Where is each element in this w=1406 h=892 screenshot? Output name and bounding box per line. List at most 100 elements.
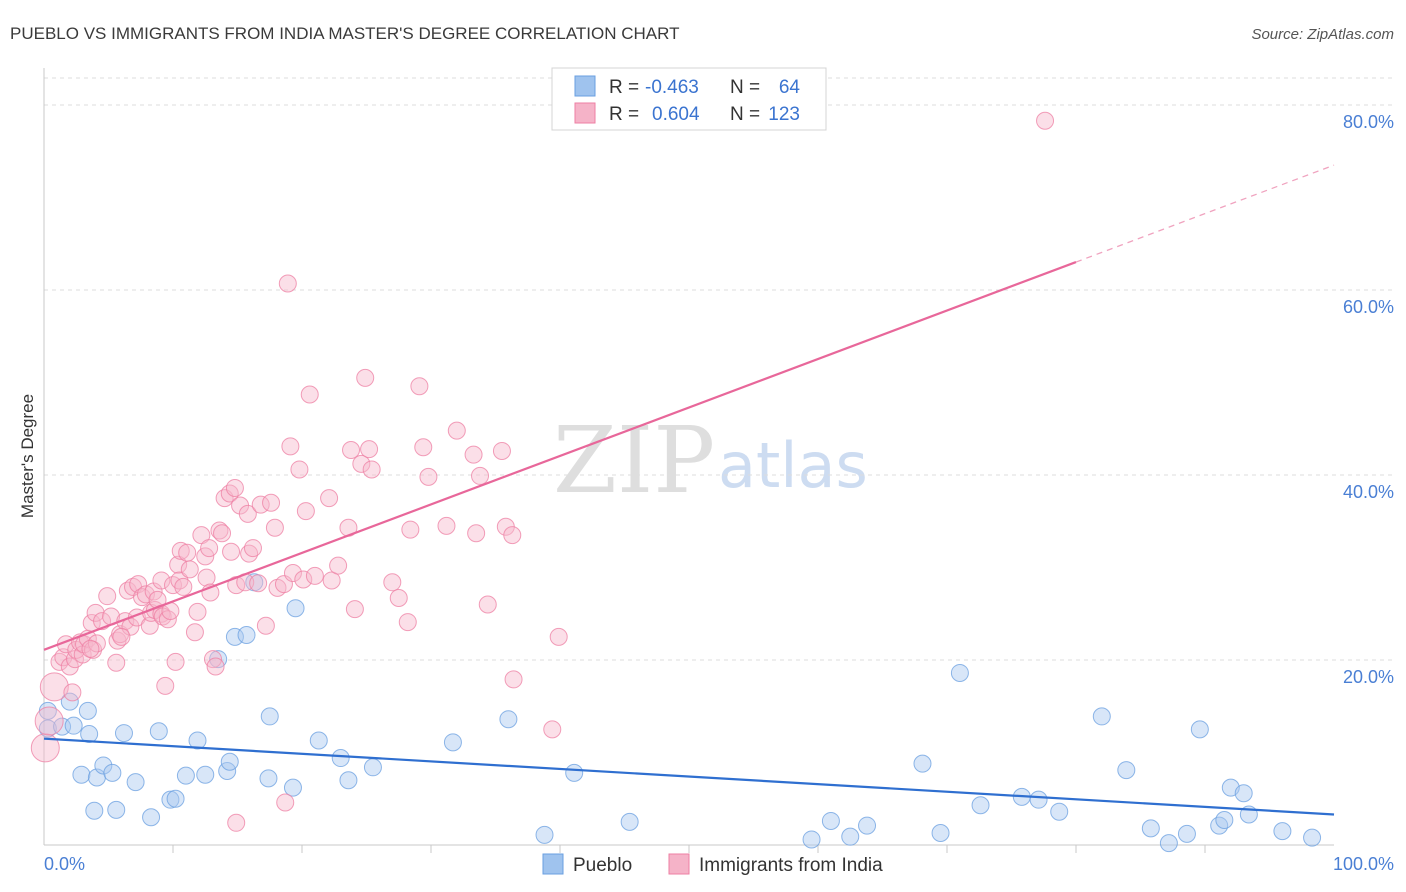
data-point — [206, 657, 225, 676]
y-tick-labels: 20.0% 40.0% 60.0% 80.0% — [1343, 112, 1394, 687]
data-point — [142, 808, 161, 827]
legend-bottom: Pueblo Immigrants from India — [542, 853, 883, 876]
data-point — [1177, 824, 1196, 843]
bottom-legend-label-india: Immigrants from India — [699, 855, 883, 876]
data-point — [363, 758, 382, 777]
data-point — [464, 445, 483, 464]
data-point — [471, 466, 490, 485]
data-point — [98, 587, 117, 606]
chart-source: Source: ZipAtlas.com — [1251, 26, 1394, 43]
trend-lines — [43, 164, 1335, 816]
data-point — [81, 639, 100, 658]
data-point — [389, 589, 408, 608]
data-point — [220, 484, 239, 503]
data-points — [30, 111, 1322, 853]
data-point — [821, 811, 840, 830]
data-point — [265, 518, 284, 537]
data-point — [283, 778, 302, 797]
data-point — [196, 547, 215, 566]
legend-n-value-pueblo: 64 — [779, 77, 801, 98]
y-tick-label: 80.0% — [1343, 112, 1394, 132]
data-point — [180, 560, 199, 579]
data-point — [543, 720, 562, 739]
data-point — [185, 623, 204, 642]
data-point — [492, 441, 511, 460]
data-point — [1029, 790, 1048, 809]
data-point — [339, 771, 358, 790]
legend-swatch-india — [574, 102, 596, 124]
data-point — [305, 566, 324, 585]
data-point — [72, 765, 91, 784]
data-point — [950, 663, 969, 682]
data-point — [294, 570, 313, 589]
data-point — [188, 731, 207, 750]
data-point — [437, 516, 456, 535]
data-point — [504, 670, 523, 689]
data-point — [281, 437, 300, 456]
data-point — [171, 541, 190, 560]
data-point — [1141, 819, 1160, 838]
data-point — [296, 502, 315, 521]
data-point — [1050, 802, 1069, 821]
data-point — [401, 520, 420, 539]
data-point — [80, 725, 99, 743]
legend-r-value-pueblo: -0.463 — [645, 77, 699, 98]
bottom-legend-swatch-india — [668, 853, 690, 875]
data-point — [1092, 707, 1111, 726]
series-india-points — [30, 111, 1055, 832]
watermark: ZIP atlas — [553, 407, 868, 514]
data-point — [300, 385, 319, 404]
data-point — [259, 769, 278, 788]
data-point — [1234, 784, 1253, 803]
legend-n-value-india: 123 — [768, 104, 800, 125]
legend-box — [551, 67, 827, 131]
data-point — [210, 521, 229, 540]
data-point — [913, 754, 932, 773]
data-point — [419, 467, 438, 486]
data-point — [260, 707, 279, 726]
x-tick-labels: 0.0% 100.0% — [44, 854, 1394, 874]
data-point — [841, 827, 860, 846]
bottom-legend-swatch-pueblo — [542, 853, 564, 875]
data-point — [161, 790, 180, 809]
data-point — [1117, 761, 1136, 780]
data-point — [197, 568, 216, 587]
data-point — [443, 733, 462, 752]
data-point — [126, 773, 145, 792]
data-point — [356, 368, 375, 387]
legend-top: R = -0.463 N = 64 R = 0.604 N = 123 — [551, 67, 827, 131]
data-point — [360, 440, 379, 459]
data-point — [243, 539, 262, 558]
data-point — [1215, 811, 1234, 830]
data-point — [169, 555, 188, 574]
data-point — [283, 564, 302, 583]
data-point — [103, 763, 122, 782]
data-point — [39, 672, 69, 702]
legend-r-value-india: 0.604 — [652, 104, 700, 125]
data-point — [256, 616, 275, 635]
watermark-atlas: atlas — [718, 429, 868, 502]
data-point — [209, 650, 228, 669]
data-point — [166, 789, 185, 808]
data-point — [114, 724, 133, 743]
data-point — [200, 539, 219, 558]
data-point — [78, 701, 97, 720]
data-point — [290, 460, 309, 479]
data-point — [331, 749, 350, 768]
data-point — [467, 524, 486, 543]
trend-line-extension-india — [1075, 164, 1335, 263]
data-point — [222, 542, 241, 561]
data-point — [499, 710, 518, 729]
data-point — [286, 599, 305, 618]
data-point — [188, 602, 207, 621]
series-pueblo-points — [38, 573, 1322, 853]
data-point — [227, 813, 246, 832]
data-point — [176, 766, 195, 785]
data-point — [329, 556, 348, 575]
data-point — [196, 765, 215, 784]
data-point — [503, 526, 522, 545]
data-point — [410, 377, 429, 396]
data-point — [64, 716, 83, 735]
data-point — [38, 719, 57, 738]
trend-line-pueblo — [43, 737, 1335, 816]
